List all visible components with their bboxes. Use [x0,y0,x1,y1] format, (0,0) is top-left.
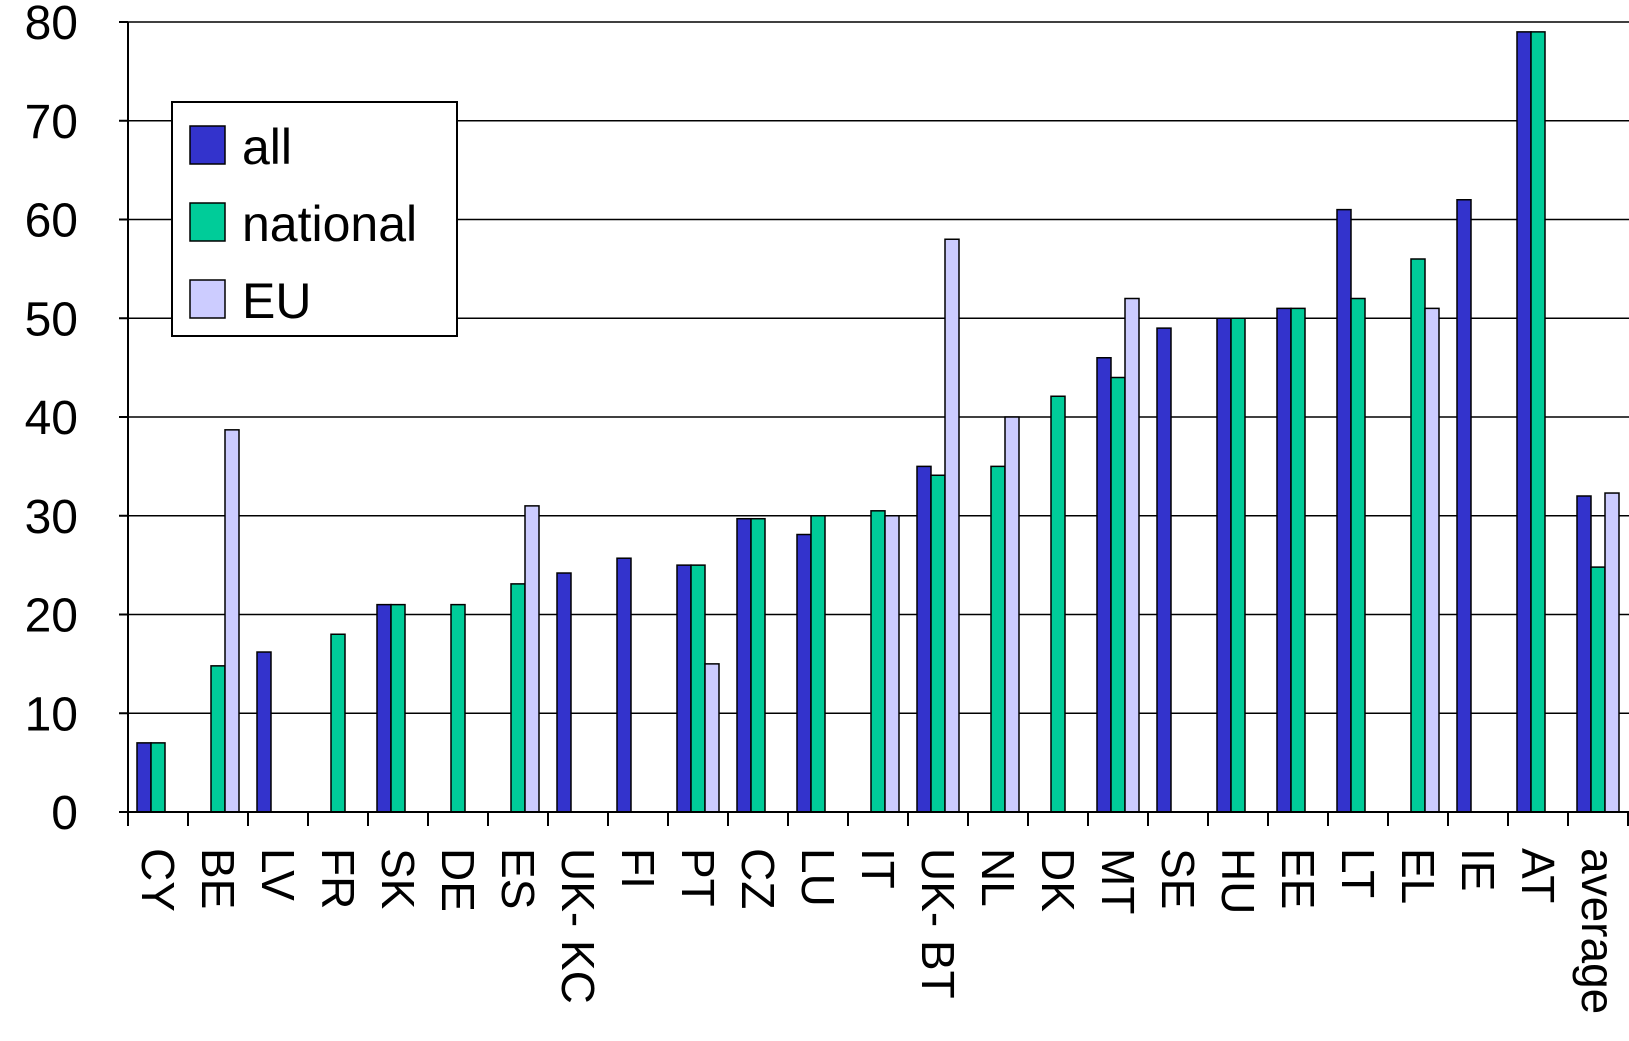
bar-eu-it [884,515,900,813]
y-axis-ticks: 0 10 20 30 40 50 60 70 80 [25,0,128,840]
bar-all-uk-kc [556,572,572,813]
bar-eu-pt [704,663,720,813]
y-tick-label: 50 [25,293,78,346]
legend-swatch-eu [189,279,226,319]
y-tick-label: 30 [25,491,78,544]
x-category-label: IE [1452,848,1504,891]
bar-all-mt [1096,357,1112,813]
bar-national-el [1410,258,1426,813]
x-axis-category-labels: CY BE LV FR SK DE ES UK- KC FI PT CZ LU IT UK- BT NL DK… [132,848,1624,1014]
legend-label-all: all [242,119,292,175]
y-tick-label: 10 [25,688,78,741]
bar-all-lv [256,651,272,813]
bar-national-cz [750,517,766,813]
x-category-label: LV [252,848,304,901]
y-tick-label: 40 [25,392,78,445]
bar-national-it [870,510,886,813]
bar-national-nl [990,465,1006,813]
bar-all-se [1156,327,1172,813]
x-category-label: DK [1032,848,1084,912]
bar-all-fi [616,557,632,813]
bar-national-es [510,583,526,813]
y-tick-label: 80 [25,0,78,50]
x-category-label: AT [1512,848,1564,903]
bar-all-average [1576,495,1592,813]
legend-label-eu: EU [242,273,311,329]
x-category-label: PT [672,848,724,907]
x-category-label: UK- BT [912,848,964,999]
x-category-label: BE [192,848,244,909]
bars [136,31,1620,813]
bar-all-at [1516,31,1532,813]
y-tick-label: 70 [25,96,78,149]
bar-eu-uk-bt [944,238,960,813]
x-category-label: UK- KC [552,848,604,1004]
bar-eu-mt [1124,297,1140,813]
x-category-label: SK [372,848,424,910]
bar-national-at [1530,31,1546,813]
bar-national-be [210,665,226,813]
bar-national-lt [1350,297,1366,813]
bar-all-hu [1216,317,1232,813]
x-category-label: NL [972,848,1024,907]
bar-eu-average [1604,492,1620,813]
bar-national-uk-bt [930,474,946,813]
bar-all-lt [1336,208,1352,813]
y-tick-label: 20 [25,590,78,643]
bar-all-cz [736,517,752,813]
x-category-label: EL [1392,848,1444,904]
bar-all-uk-bt [916,465,932,813]
bar-national-fr [330,633,346,813]
x-category-label: CZ [732,848,784,909]
bar-national-hu [1230,317,1246,813]
bar-national-ee [1290,307,1306,813]
x-category-label: CY [132,848,184,912]
x-category-label: FR [312,848,364,909]
bar-eu-es [524,505,540,813]
x-category-label: LU [792,848,844,907]
bar-national-lu [810,515,826,813]
bar-eu-el [1424,307,1440,813]
x-category-label: ES [492,848,544,909]
axes [127,22,1629,813]
bar-eu-nl [1004,416,1020,813]
x-category-label: FI [612,848,664,889]
y-tick-label: 0 [51,787,78,840]
legend-label-national: national [242,196,417,252]
x-category-label: LT [1332,848,1384,898]
y-tick-label: 60 [25,195,78,248]
bar-all-ie [1456,199,1472,813]
x-category-label: HU [1212,848,1264,914]
legend-swatch-national [189,202,226,242]
legend: all national EU [171,101,458,337]
x-category-label: DE [432,848,484,912]
bar-all-pt [676,564,692,813]
bar-national-dk [1050,395,1066,813]
bar-national-average [1590,566,1606,813]
bar-national-pt [690,564,706,813]
bar-national-de [450,603,466,813]
x-axis-ticks [127,812,1629,826]
x-category-label: MT [1092,848,1144,914]
x-category-label: SE [1152,848,1204,909]
x-category-label: EE [1272,848,1324,909]
legend-swatch-all [189,125,226,165]
bar-eu-be [224,429,240,813]
bar-all-ee [1276,307,1292,813]
bar-all-lu [796,533,812,813]
bar-all-sk [376,603,392,813]
bar-national-cy [150,742,166,813]
bar-national-mt [1110,376,1126,813]
bar-national-sk [390,603,406,813]
x-category-label: IT [852,848,904,889]
bar-all-cy [136,742,152,813]
x-category-label: average [1572,848,1624,1014]
